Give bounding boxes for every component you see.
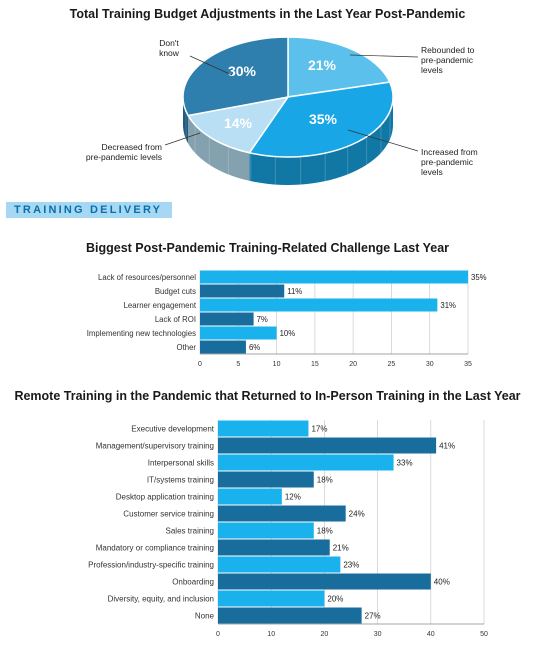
pie-slice-0 [287, 36, 391, 98]
challenge-bar-chart: 0 5 10 15 20 25 30 35 Lack of resources/personne… [87, 270, 487, 368]
category-label-2: Learner engagement [124, 301, 197, 310]
value-label-2: 33% [397, 459, 413, 468]
value-label-9: 40% [434, 578, 450, 587]
x-tick-label: 25 [388, 361, 396, 368]
x-tick-label: 10 [267, 631, 275, 638]
value-label-7: 21% [333, 544, 349, 553]
category-label-6: Sales training [166, 527, 214, 536]
x-tick-label: 35 [464, 361, 472, 368]
category-label-8: Profession/industry-specific training [88, 561, 214, 570]
section-badge-training-delivery: TRAINING DELIVERY [6, 202, 172, 218]
bar-3 [218, 471, 314, 488]
bar-10 [218, 590, 325, 607]
bar-2 [218, 454, 394, 471]
pie-leader-lines [164, 54, 419, 152]
bar-11 [218, 607, 362, 624]
budget-pie-chart: 21% 35% 14% 30% Rebounded to pre-pandemic lev… [86, 36, 478, 185]
category-label-11: None [195, 612, 215, 621]
x-tick-label: 30 [374, 631, 382, 638]
x-tick-label: 5 [236, 361, 240, 368]
category-label-9: Onboarding [172, 578, 214, 587]
pie-category-label-3: Don't know [159, 38, 180, 58]
pie-chart-title: Total Training Budget Adjustments in the… [69, 7, 466, 21]
category-label-10: Diversity, equity, and inclusion [108, 595, 214, 604]
remote-chart-title: Remote Training in the Pandemic that Ret… [14, 389, 521, 403]
value-label-0: 35% [471, 273, 487, 282]
value-label-5: 6% [249, 343, 260, 352]
bar-6 [218, 522, 314, 539]
bar-2 [200, 298, 438, 312]
category-label-0: Executive development [131, 425, 214, 434]
category-label-2: Interpersonal skills [148, 459, 214, 468]
bar-5 [218, 505, 346, 522]
bar-0 [218, 420, 309, 437]
bar-4 [200, 326, 277, 340]
value-label-6: 18% [317, 527, 333, 536]
value-label-1: 41% [439, 442, 455, 451]
category-label-3: IT/systems training [147, 476, 214, 485]
bar-8 [218, 556, 341, 573]
value-label-3: 18% [317, 476, 333, 485]
category-label-1: Management/supervisory training [96, 442, 214, 451]
pie-value-label-0: 21% [308, 57, 337, 73]
pie-side-1 [249, 97, 393, 185]
x-tick-label: 10 [273, 361, 281, 368]
value-label-4: 10% [280, 329, 296, 338]
pie-value-label-2: 14% [224, 115, 253, 131]
value-label-1: 11% [287, 287, 302, 296]
x-tick-label: 50 [480, 631, 488, 638]
category-label-1: Budget cuts [155, 287, 196, 296]
remote-training-bar-chart: 0 10 20 30 40 50 Executive development 17% Manag… [88, 420, 488, 638]
value-label-2: 31% [440, 301, 456, 310]
bar-5 [200, 340, 246, 354]
pie-side-2 [188, 115, 250, 181]
x-tick-label: 20 [321, 631, 329, 638]
x-tick-label: 0 [216, 631, 220, 638]
pie-value-label-3: 30% [228, 63, 257, 79]
x-tick-label: 20 [349, 361, 357, 368]
pie-category-label-1: Increased from pre-pandemic levels [421, 147, 478, 177]
pie-value-label-1: 35% [309, 111, 338, 127]
pie-category-label-0: Rebounded to pre-pandemic levels [421, 45, 475, 75]
bar-1 [200, 284, 285, 298]
bar-9 [218, 573, 431, 590]
category-label-7: Mandatory or compliance training [96, 544, 214, 553]
bar-3 [200, 312, 254, 326]
x-tick-label: 30 [426, 361, 434, 368]
category-label-5: Other [177, 343, 197, 352]
pie-category-label-2: Decreased from pre-pandemic levels [86, 142, 162, 162]
bar-7 [218, 539, 330, 556]
category-label-3: Lack of ROI [155, 315, 196, 324]
category-label-0: Lack of resources/personnel [98, 273, 196, 282]
challenge-chart-title: Biggest Post-Pandemic Training-Related C… [85, 241, 450, 255]
value-label-11: 27% [365, 612, 381, 621]
value-label-10: 20% [327, 595, 343, 604]
value-label-5: 24% [349, 510, 365, 519]
x-tick-label: 15 [311, 361, 319, 368]
category-label-5: Customer service training [123, 510, 214, 519]
bar-1 [218, 437, 437, 454]
value-label-4: 12% [285, 493, 301, 502]
bar-4 [218, 488, 282, 505]
pie-slices: 21% 35% 14% 30% [182, 36, 394, 185]
value-label-0: 17% [311, 425, 327, 434]
x-tick-label: 40 [427, 631, 435, 638]
x-tick-label: 0 [198, 361, 202, 368]
bar-0 [200, 270, 468, 284]
category-label-4: Implementing new technologies [87, 329, 196, 338]
pie-slice-1 [248, 81, 394, 158]
category-label-4: Desktop application training [116, 493, 214, 502]
value-label-8: 23% [343, 561, 359, 570]
value-label-3: 7% [257, 315, 268, 324]
